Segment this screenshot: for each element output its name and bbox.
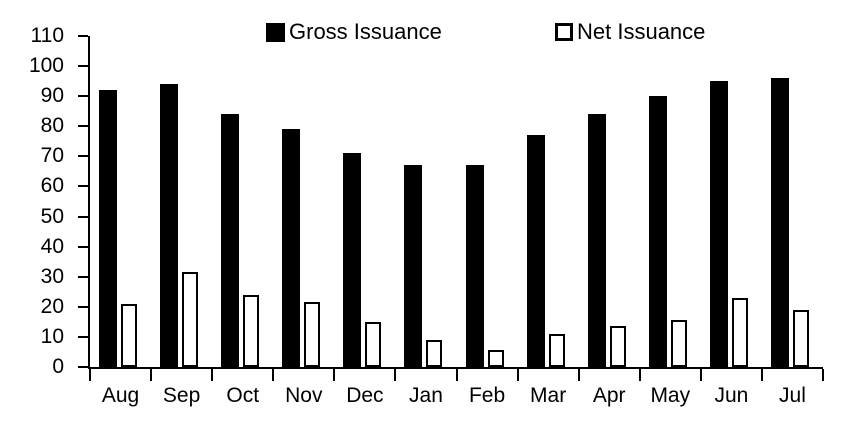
- y-axis-tick-label: 60: [40, 174, 64, 198]
- y-axis-tick: [78, 275, 88, 278]
- bar-net-nov: [304, 302, 321, 367]
- net-issuance-swatch-icon: [555, 23, 573, 41]
- legend-item-net-issuance: Net Issuance: [555, 18, 705, 46]
- x-axis-tick: [272, 369, 275, 381]
- bar-gross-oct: [221, 114, 240, 367]
- y-axis-line: [88, 36, 90, 369]
- y-axis-tick-label: 90: [40, 84, 64, 108]
- bar-net-mar: [548, 333, 565, 367]
- x-axis-tick: [150, 369, 153, 381]
- x-axis-category-label: Sep: [162, 384, 201, 407]
- y-axis-tick: [78, 245, 88, 248]
- legend: Gross Issuance Net Issuance: [0, 18, 852, 46]
- bar-gross-jul: [770, 78, 789, 367]
- y-axis-tick: [78, 35, 88, 37]
- x-axis-category-label: Feb: [468, 384, 506, 407]
- legend-label-gross-issuance: Gross Issuance: [289, 19, 442, 44]
- y-axis-tick-label: 80: [40, 114, 64, 138]
- bar-gross-apr: [587, 114, 606, 367]
- bar-net-jan: [426, 339, 443, 367]
- bar-gross-mar: [526, 135, 545, 367]
- x-axis-category-label: Mar: [530, 384, 567, 407]
- y-axis-tick-label: 20: [40, 294, 64, 318]
- bar-gross-sep: [160, 84, 179, 367]
- bar-net-sep: [182, 272, 199, 367]
- bar-gross-nov: [282, 129, 301, 367]
- y-axis-tick: [78, 185, 88, 188]
- bar-net-jun: [731, 297, 748, 367]
- y-axis-tick: [78, 125, 88, 128]
- x-axis-category-label: Apr: [592, 384, 626, 407]
- x-axis-category-label: May: [650, 384, 691, 407]
- y-axis-tick: [78, 155, 88, 158]
- y-axis-tick-label: 0: [52, 355, 64, 378]
- x-axis-category-label: Jul: [779, 384, 806, 407]
- x-axis-category-label: Jan: [409, 384, 443, 407]
- x-axis-tick: [211, 369, 214, 381]
- x-axis-category-label: Jun: [714, 384, 749, 407]
- x-axis-category-label: Dec: [346, 384, 384, 407]
- gross-issuance-swatch-icon: [266, 22, 285, 42]
- x-axis-tick: [394, 369, 397, 381]
- bar-gross-feb: [465, 165, 484, 367]
- bar-net-dec: [365, 321, 382, 367]
- bar-net-aug: [121, 303, 137, 367]
- y-axis-tick-label: 100: [28, 54, 64, 78]
- bar-gross-aug: [99, 90, 117, 367]
- y-axis-tick-label: 10: [40, 324, 64, 348]
- y-axis-tick-label: 70: [40, 144, 64, 168]
- x-axis-tick: [760, 369, 763, 381]
- x-axis-tick: [516, 369, 519, 381]
- y-axis-tick: [78, 65, 88, 68]
- y-axis-tick: [78, 335, 88, 338]
- y-axis-tick: [78, 95, 88, 98]
- legend-item-gross-issuance: Gross Issuance: [266, 18, 442, 46]
- x-axis-tick: [455, 369, 458, 381]
- x-axis-tick: [822, 369, 824, 381]
- x-axis-category-label: Aug: [101, 384, 140, 407]
- bar-net-feb: [487, 350, 504, 367]
- bar-gross-jan: [404, 165, 423, 367]
- bar-net-apr: [609, 326, 626, 367]
- y-axis-tick: [78, 215, 88, 218]
- x-axis-tick: [333, 369, 336, 381]
- x-axis-line: [88, 367, 823, 369]
- x-axis-tick: [699, 369, 702, 381]
- y-axis-tick-label: 30: [40, 264, 64, 288]
- x-axis-tick: [89, 369, 91, 381]
- y-axis-tick: [78, 305, 88, 308]
- bar-net-oct: [243, 294, 260, 367]
- bar-gross-dec: [343, 153, 362, 367]
- x-axis-category-label: Nov: [285, 384, 323, 407]
- x-axis-category-label: Oct: [226, 384, 260, 407]
- bar-net-jul: [792, 309, 809, 367]
- legend-label-net-issuance: Net Issuance: [577, 19, 706, 44]
- x-axis-tick: [577, 369, 580, 381]
- bar-gross-jun: [709, 81, 728, 367]
- y-axis-tick-label: 110: [30, 24, 64, 47]
- bar-gross-may: [648, 96, 667, 367]
- x-axis-tick: [638, 369, 641, 381]
- y-axis-tick-label: 50: [40, 204, 64, 228]
- bar-net-may: [670, 320, 687, 367]
- y-axis-tick: [78, 366, 88, 368]
- y-axis-tick-label: 40: [40, 234, 64, 258]
